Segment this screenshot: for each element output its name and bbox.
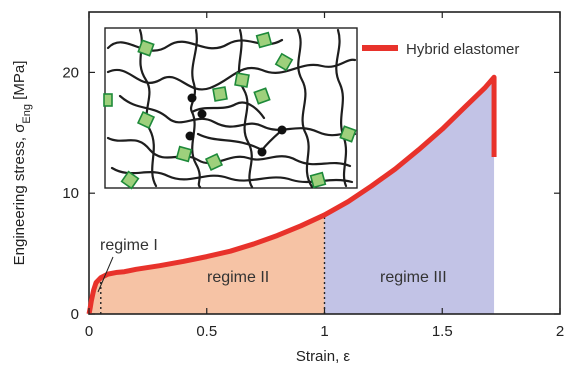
data-series: [86, 74, 497, 315]
legend: Hybrid elastomer: [362, 41, 519, 58]
y-tick-label: 20: [62, 64, 79, 81]
regime-i-pointer: [97, 256, 114, 293]
x-tick-label: 1.5: [432, 323, 453, 340]
regime-iii-label: regime III: [380, 269, 447, 286]
y-axis-title: Engineering stress, σEng [MPa]: [11, 61, 33, 266]
y-tick-label: 0: [71, 306, 79, 323]
nanoparticle-clusters: [103, 31, 357, 190]
x-tick-label: 1: [320, 323, 328, 340]
regime-boundaries: [100, 214, 326, 314]
regime-ii-label: regime II: [207, 269, 269, 286]
x-tick-label: 2: [556, 323, 564, 340]
legend-label-hybrid-elastomer: Hybrid elastomer: [406, 41, 519, 58]
regime-area-3: [324, 77, 495, 315]
crosslink-points: [185, 93, 287, 157]
y-tick-label: 10: [62, 185, 79, 202]
series-line-hybrid-elastomer: [86, 74, 497, 315]
x-axis-title: Strain, ε: [296, 348, 351, 365]
x-tick-label: 0: [85, 323, 93, 340]
inset-network-schematic: [103, 27, 358, 190]
x-tick-label: 0.5: [196, 323, 217, 340]
regime-i-label: regime I: [100, 237, 158, 254]
